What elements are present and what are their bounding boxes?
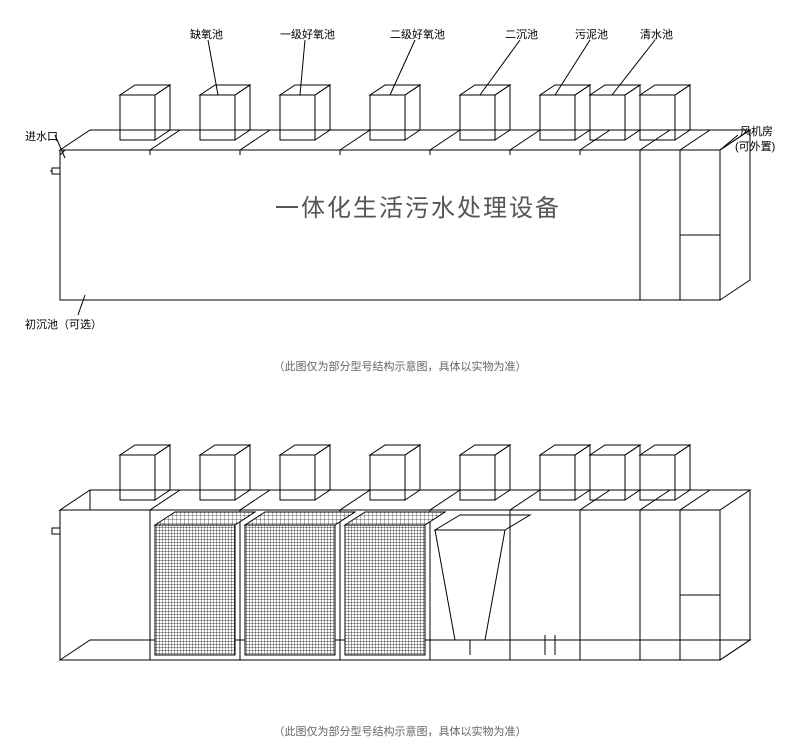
caption-bottom: （此图仅为部分型号结构示意图，具体以实物为准） (0, 723, 800, 739)
label-anoxic: 缺氧池 (190, 26, 223, 42)
label-settle1: 初沉池（可选） (25, 316, 102, 332)
label-settle2: 二沉池 (505, 26, 538, 42)
bottom-diagram (0, 395, 800, 735)
label-clear: 清水池 (640, 26, 673, 42)
diagram-container: 进水口 缺氧池 一级好氧池 二级好氧池 二沉池 污泥池 清水池 风机房 (可外置… (0, 0, 800, 750)
label-inlet: 进水口 (25, 128, 58, 144)
label-sludge: 污泥池 (575, 26, 608, 42)
label-fanroom2: (可外置) (735, 138, 775, 154)
caption-top: （此图仅为部分型号结构示意图，具体以实物为准） (0, 358, 800, 374)
label-fanroom: 风机房 (740, 123, 773, 139)
top-diagram (0, 0, 800, 360)
main-title: 一体化生活污水处理设备 (275, 188, 561, 223)
label-aerobic2: 二级好氧池 (390, 26, 445, 42)
label-aerobic1: 一级好氧池 (280, 26, 335, 42)
